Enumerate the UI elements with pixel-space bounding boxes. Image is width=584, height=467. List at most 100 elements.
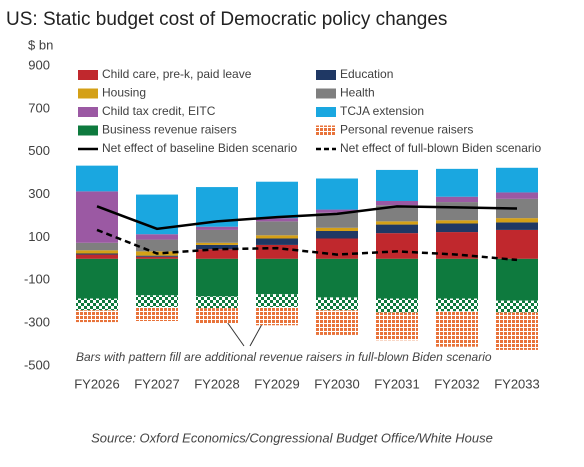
x-tick-label: FY2030	[314, 376, 360, 391]
y-tick-label: -100	[24, 272, 50, 287]
bar-segment	[136, 256, 178, 259]
bar-segment	[436, 168, 478, 197]
bar-segment	[256, 218, 298, 222]
bar-segment	[76, 165, 118, 192]
legend-box	[70, 64, 540, 158]
bar-segment	[496, 192, 538, 199]
bar-segment	[316, 258, 358, 298]
x-tick-label: FY2032	[434, 376, 480, 391]
legend-label: Education	[340, 67, 393, 81]
bar-segment	[76, 253, 118, 255]
bar-segment	[136, 295, 178, 308]
y-tick-label: 300	[28, 186, 50, 201]
bar-segment	[316, 297, 358, 311]
bar-segment	[76, 298, 118, 311]
bar-segment	[76, 242, 118, 251]
bar-segment	[76, 250, 118, 254]
bar-segment	[376, 312, 418, 341]
bar-segment	[256, 221, 298, 236]
bar-segment	[496, 229, 538, 259]
bar-segment	[376, 205, 418, 222]
legend-swatch	[78, 107, 98, 117]
legend-swatch	[316, 88, 336, 99]
legend-label: Business revenue raisers	[102, 123, 237, 137]
bar-segment	[436, 311, 478, 347]
bar-segment	[316, 231, 358, 239]
legend-swatch	[78, 125, 98, 136]
legend-swatch	[78, 88, 98, 99]
chart-title: US: Static budget cost of Democratic pol…	[6, 9, 447, 30]
bar-segment	[496, 300, 538, 313]
bar-segment	[256, 181, 298, 219]
bar-segment	[256, 258, 298, 295]
bar-segment	[196, 296, 238, 309]
bar-segment	[316, 310, 358, 335]
bar-segment	[316, 227, 358, 231]
legend-label: Child tax credit, EITC	[102, 104, 216, 118]
bar-segment	[76, 258, 118, 299]
legend-swatch	[316, 125, 336, 136]
x-tick-label: FY2029	[254, 376, 300, 391]
legend-label: Net effect of full-blown Biden scenario	[340, 141, 542, 155]
bar-segment	[376, 221, 418, 225]
source-note: Source: Oxford Economics/Congressional B…	[91, 430, 493, 445]
y-tick-label: -500	[24, 357, 50, 372]
bar-segment	[436, 196, 478, 203]
x-tick-label: FY2027	[134, 376, 180, 391]
net-line	[96, 228, 518, 262]
y-tick-label: 700	[28, 100, 50, 115]
bar-segment	[256, 294, 298, 308]
bar-segment	[376, 233, 418, 259]
y-tick-label: 900	[28, 57, 50, 72]
bar-segment	[436, 298, 478, 312]
legend-swatch	[316, 107, 336, 117]
y-tick-label: 500	[28, 143, 50, 158]
bar-segment	[196, 249, 238, 259]
bar-segment	[496, 258, 538, 301]
legend-swatch	[78, 70, 98, 80]
annotation: Bars with pattern fill are additional re…	[76, 350, 492, 364]
bar-segment	[436, 223, 478, 233]
legend-swatch	[316, 70, 336, 80]
bar-segment	[316, 178, 358, 210]
bar-segment	[76, 310, 118, 323]
x-tick-label: FY2033	[494, 376, 540, 391]
bar-segment	[196, 242, 238, 245]
bar-segment	[436, 220, 478, 224]
bar-segment	[196, 229, 238, 243]
y-tick-label: 100	[28, 229, 50, 244]
bar-segment	[376, 201, 418, 206]
x-tick-label: FY2031	[374, 376, 420, 391]
bar-segment	[196, 258, 238, 297]
bar-segment	[496, 218, 538, 223]
bar-segment	[376, 169, 418, 201]
bar-segment	[196, 244, 238, 250]
bar-segment	[376, 224, 418, 234]
y-tick-label: -300	[24, 315, 50, 330]
bar-segment	[196, 308, 238, 324]
y-axis-label: $ bn	[28, 37, 53, 52]
bar-segment	[136, 234, 178, 240]
x-tick-label: FY2026	[74, 376, 120, 391]
bar-segment	[136, 307, 178, 321]
bar-segment	[496, 222, 538, 230]
legend-label: Health	[340, 86, 375, 100]
bar-segment	[136, 258, 178, 296]
net-line	[96, 205, 518, 231]
bar-segment	[136, 239, 178, 252]
bar-segment	[376, 258, 418, 299]
legend-label: Net effect of baseline Biden scenario	[102, 141, 298, 155]
bar-segment	[256, 238, 298, 245]
legend-label: TCJA extension	[340, 104, 424, 118]
bar-segment	[376, 298, 418, 313]
bar-segment	[436, 202, 478, 221]
bar-segment	[76, 254, 118, 259]
bar-segment	[436, 258, 478, 299]
bar-segment	[316, 212, 358, 228]
bar-segment	[196, 226, 238, 230]
legend-label: Personal revenue raisers	[340, 123, 473, 137]
bar-segment	[256, 235, 298, 239]
bar-segment	[496, 312, 538, 350]
bar-segment	[136, 255, 178, 257]
